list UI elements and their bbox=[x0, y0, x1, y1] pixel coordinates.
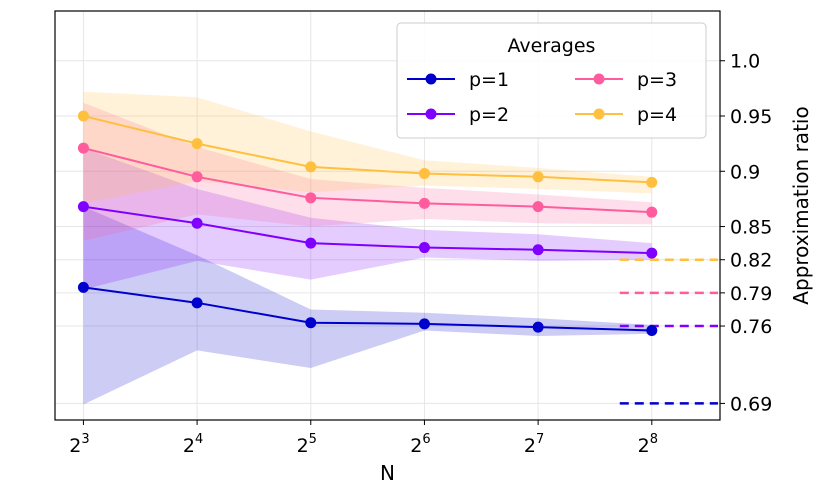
point-p=3 bbox=[191, 171, 203, 183]
legend-swatch-marker bbox=[593, 73, 605, 85]
legend-swatch-marker bbox=[593, 108, 605, 120]
y-tick-label: 0.69 bbox=[730, 393, 772, 415]
x-tick-label: 28 bbox=[638, 432, 658, 457]
confidence-bands bbox=[83, 91, 652, 405]
line-p=3 bbox=[83, 147, 652, 214]
y-tick-label: 1.0 bbox=[730, 51, 760, 73]
point-p=1 bbox=[305, 317, 317, 329]
plot-frame bbox=[54, 10, 721, 421]
y-tick-label: 0.79 bbox=[730, 283, 772, 305]
y-axis-label: Approximation ratio bbox=[789, 106, 813, 304]
y-tick-label: 0.82 bbox=[730, 250, 772, 272]
legend-label: p=1 bbox=[469, 69, 509, 91]
y-tick-label: 0.95 bbox=[730, 106, 772, 128]
point-p=4 bbox=[191, 138, 203, 150]
band-p=2 bbox=[83, 148, 652, 290]
point-p=2 bbox=[191, 217, 203, 229]
point-p=3 bbox=[418, 197, 430, 209]
legend-label: p=4 bbox=[637, 104, 677, 126]
point-p=3 bbox=[77, 142, 89, 154]
legend-label: p=2 bbox=[469, 104, 509, 126]
legend-swatch-marker bbox=[425, 108, 437, 120]
point-p=3 bbox=[532, 201, 544, 213]
point-p=2 bbox=[77, 201, 89, 213]
series-points bbox=[77, 110, 658, 336]
x-tick-label: 26 bbox=[410, 432, 430, 457]
legend-item-p=4: p=4 bbox=[575, 104, 677, 126]
legend-box bbox=[396, 22, 707, 139]
x-axis-ticks: 23 24 25 26 27 28 bbox=[69, 420, 658, 457]
line-p=4 bbox=[83, 115, 652, 184]
point-p=1 bbox=[77, 281, 89, 293]
x-tick-label: 25 bbox=[297, 432, 317, 457]
point-p=1 bbox=[646, 324, 658, 336]
series-lines bbox=[83, 115, 652, 332]
point-p=2 bbox=[418, 242, 430, 254]
point-p=1 bbox=[191, 297, 203, 309]
point-p=2 bbox=[532, 244, 544, 256]
y-axis-ticks: 0.69 0.76 0.79 0.82 0.85 0.9 0.95 1.0 bbox=[720, 51, 772, 415]
point-p=1 bbox=[418, 318, 430, 330]
y-tick-label: 0.9 bbox=[730, 161, 760, 183]
legend-title: Averages bbox=[508, 35, 596, 57]
legend-item-p=3: p=3 bbox=[575, 69, 677, 91]
x-tick-label: 27 bbox=[524, 432, 544, 457]
y-tick-label: 0.76 bbox=[730, 316, 772, 338]
line-p=2 bbox=[83, 205, 652, 255]
legend: Averages p=1 p=2 p=3 p=4 bbox=[396, 22, 707, 139]
point-p=3 bbox=[646, 206, 658, 218]
point-p=4 bbox=[77, 110, 89, 122]
point-p=4 bbox=[418, 167, 430, 179]
baselines bbox=[619, 258, 718, 405]
point-p=2 bbox=[305, 237, 317, 249]
point-p=2 bbox=[646, 247, 658, 259]
legend-swatch-marker bbox=[425, 73, 437, 85]
line-p=1 bbox=[83, 286, 652, 332]
legend-item-p=1: p=1 bbox=[407, 69, 509, 91]
point-p=4 bbox=[305, 161, 317, 173]
point-p=4 bbox=[532, 171, 544, 183]
legend-items: p=1 p=2 p=3 p=4 bbox=[407, 69, 677, 126]
x-axis-label: N bbox=[380, 461, 395, 485]
legend-item-p=2: p=2 bbox=[407, 104, 509, 126]
point-p=1 bbox=[532, 321, 544, 333]
x-tick-label: 24 bbox=[183, 432, 203, 457]
y-tick-label: 0.85 bbox=[730, 217, 772, 239]
x-tick-label: 23 bbox=[69, 432, 89, 457]
point-p=4 bbox=[646, 176, 658, 188]
legend-label: p=3 bbox=[637, 69, 677, 91]
point-p=3 bbox=[305, 192, 317, 204]
